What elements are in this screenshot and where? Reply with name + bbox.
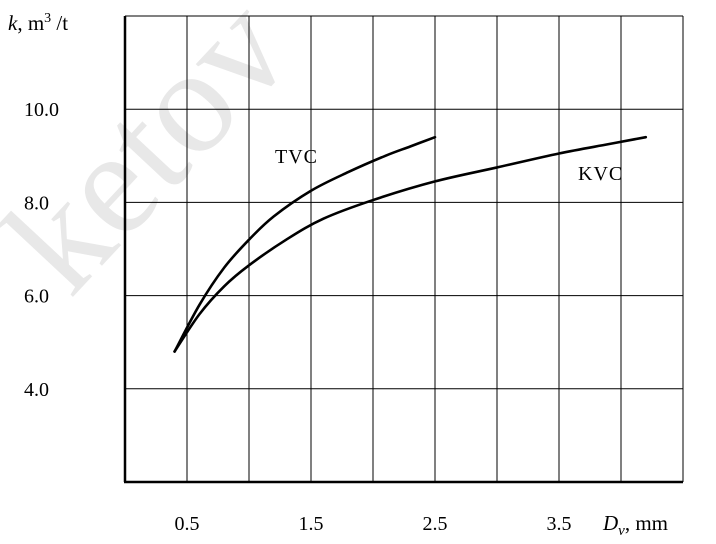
axes — [123, 16, 683, 484]
y-tick-label: 10.0 — [24, 99, 59, 121]
x-axis-unit: , mm — [625, 511, 668, 535]
y-axis-unit-sup: 3 — [44, 11, 51, 26]
y-tick-label: 8.0 — [24, 192, 49, 214]
grid — [125, 15, 684, 482]
tick-labels: 0.5 1.5 2.5 3.5 4.0 6.0 8.0 10.0 — [24, 99, 572, 535]
x-axis-symbol: D — [602, 511, 618, 535]
y-axis-label: k, m3 /t — [8, 11, 68, 35]
y-axis-unit-prefix: , m — [17, 11, 44, 35]
series-label-kvc: KVC — [578, 163, 623, 185]
series-label-tvc: TVC — [275, 146, 318, 168]
y-axis-unit-suffix: /t — [51, 11, 68, 35]
x-tick-label: 3.5 — [547, 513, 572, 535]
watermark: ketov — [0, 0, 321, 323]
y-axis-symbol: k — [8, 11, 18, 35]
x-axis-label: Dv, mm — [602, 511, 668, 539]
x-tick-label: 0.5 — [175, 513, 200, 535]
series-line-tvc — [173, 135, 437, 353]
y-tick-label: 4.0 — [24, 379, 49, 401]
series-line-kvc — [173, 135, 648, 353]
x-tick-label: 1.5 — [299, 513, 324, 535]
x-axis-subscript: v — [618, 523, 625, 539]
series-lines — [173, 135, 648, 353]
x-tick-label: 2.5 — [423, 513, 448, 535]
y-tick-label: 6.0 — [24, 286, 49, 308]
